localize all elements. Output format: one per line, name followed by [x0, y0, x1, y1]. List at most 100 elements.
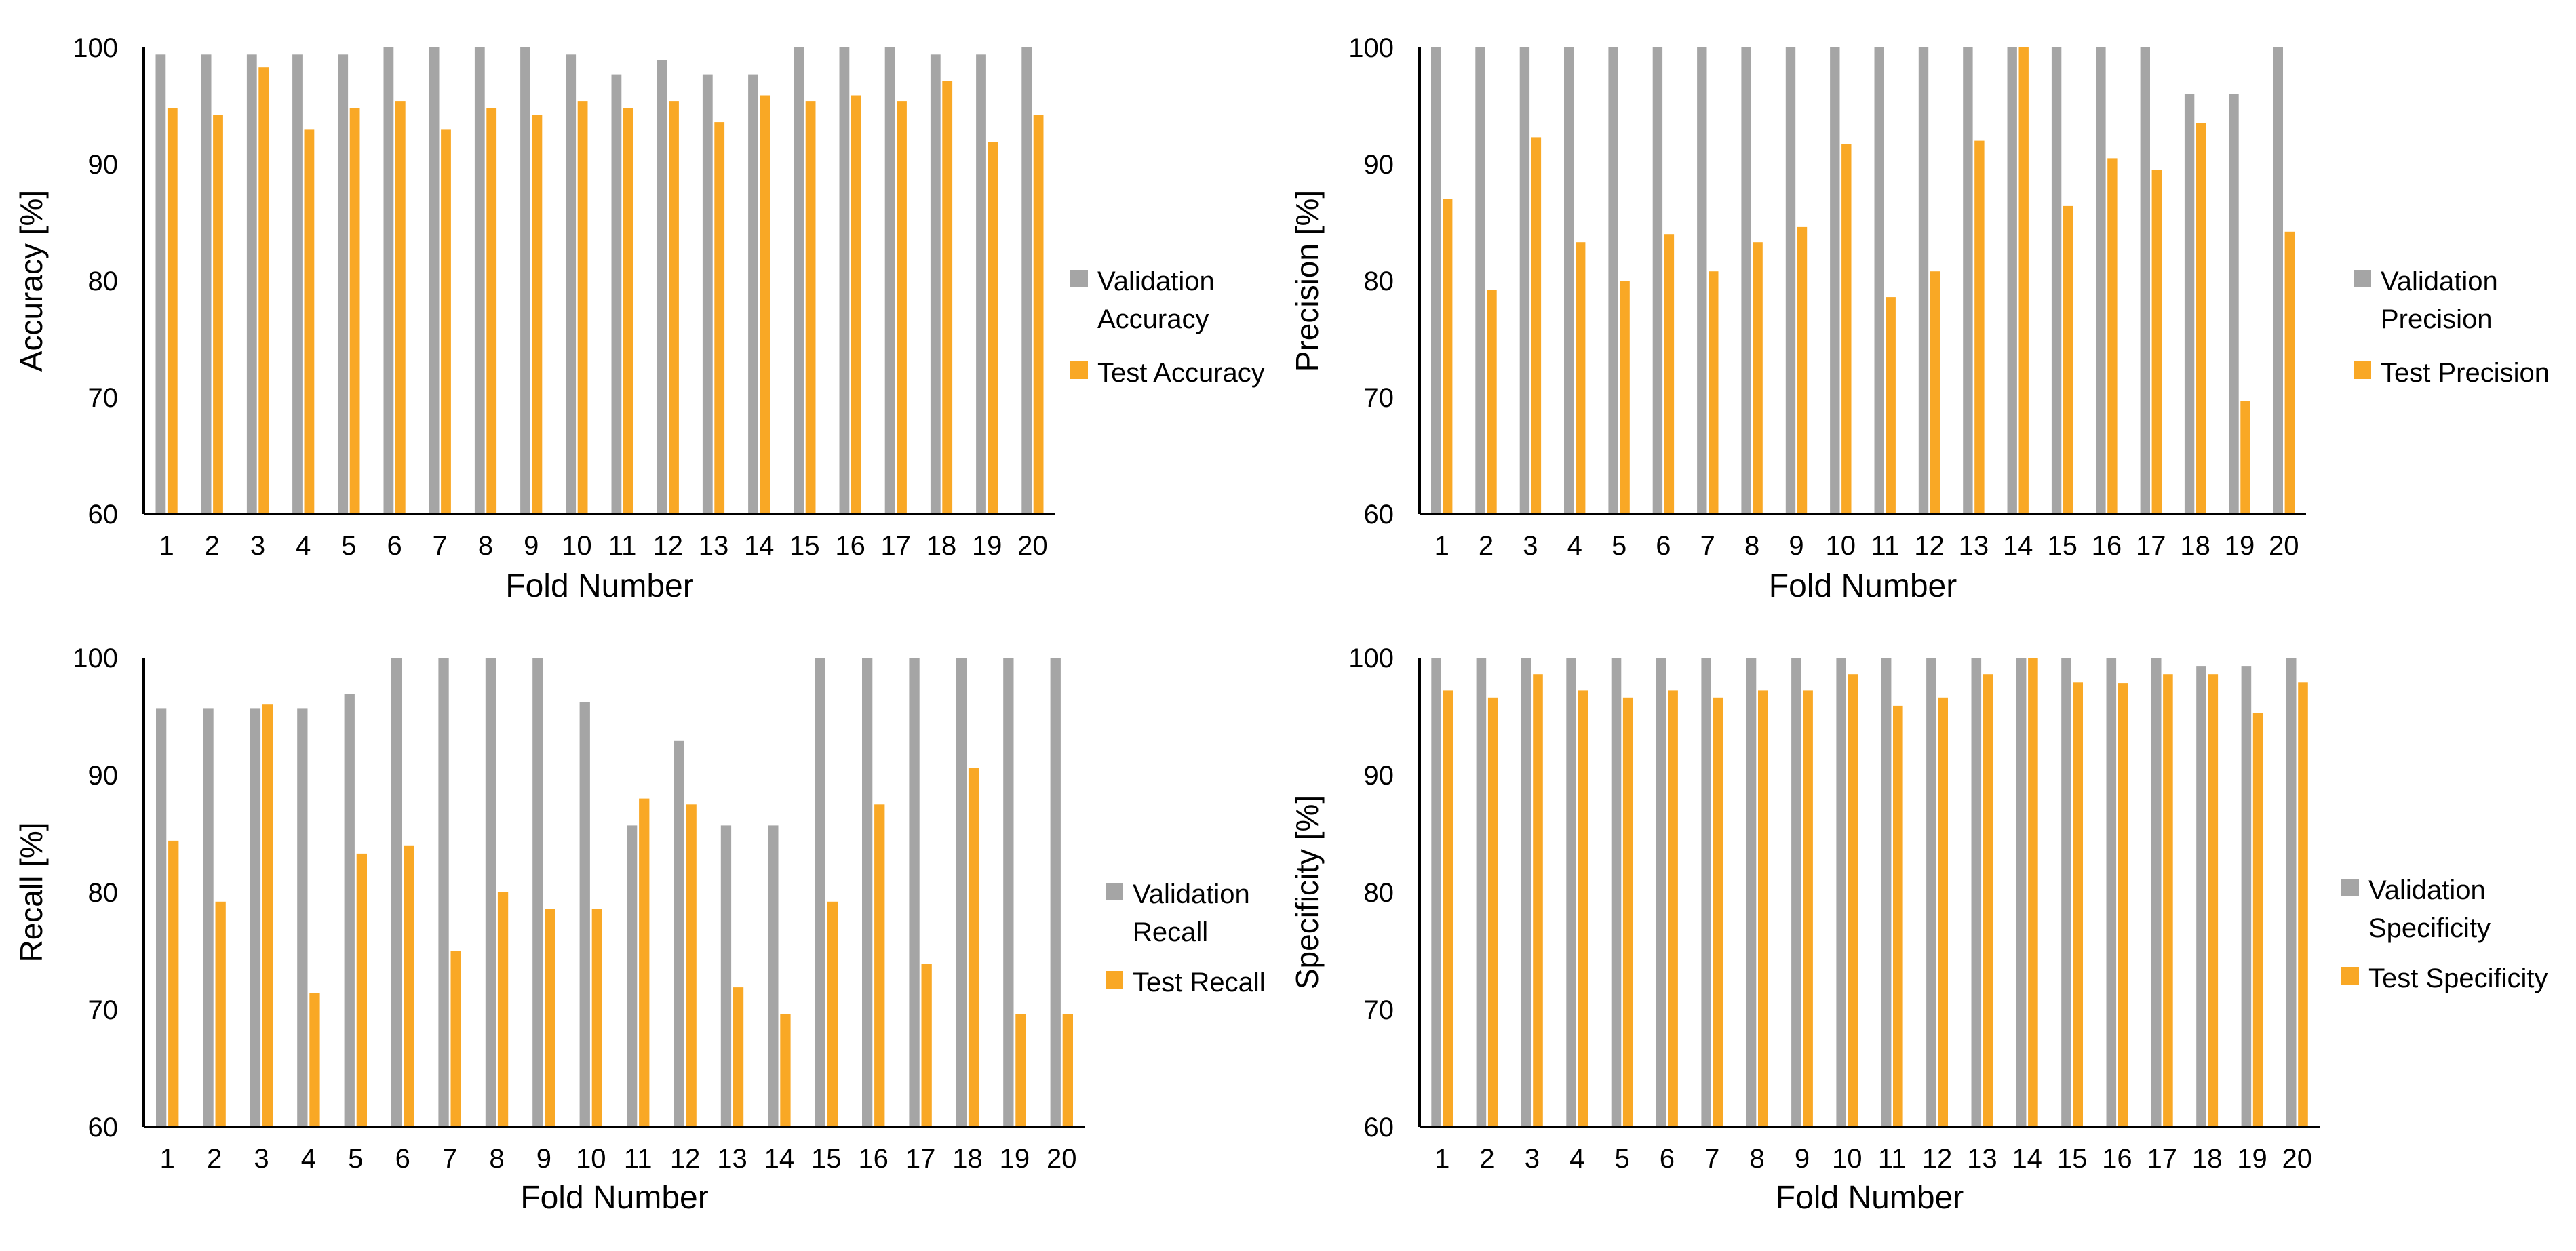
- validation-bar-fold-10: [566, 54, 577, 515]
- x-tick-label: 5: [341, 531, 356, 561]
- test-bar-fold-8: [486, 108, 497, 514]
- x-tick-label: 13: [1967, 1144, 1997, 1174]
- test-bar-fold-9: [532, 115, 543, 515]
- test-bar-fold-15: [805, 101, 816, 515]
- y-tick-label: 70: [1364, 995, 1394, 1025]
- validation-bar-fold-13: [1963, 47, 1973, 514]
- legend-label: Validation: [1133, 879, 1250, 909]
- validation-bar-fold-2: [203, 708, 214, 1127]
- x-tick-label: 5: [348, 1144, 363, 1174]
- chart-panel-1: 1 2 3 4 5 6 7 8 9 10 11 12 13 14 15 16 17 18 19 20607080901…: [14, 33, 1265, 604]
- x-tick-label: 15: [2057, 1144, 2088, 1174]
- test-bar-fold-6: [395, 101, 406, 515]
- test-bar-fold-7: [1709, 271, 1719, 514]
- x-tick-label: 16: [835, 531, 865, 561]
- validation-bar-fold-6: [391, 658, 402, 1127]
- validation-bar-fold-7: [1701, 658, 1711, 1127]
- chart-panel-2: 1 2 3 4 5 6 7 8 9 10 11 12 13 14 15 16 17 18 19 20607080901…: [1289, 33, 2550, 604]
- y-tick-label: 80: [88, 878, 119, 908]
- x-tick-label: 12: [670, 1144, 701, 1174]
- legend-label: Specificity: [2368, 913, 2491, 943]
- x-tick-label: 1: [159, 531, 174, 561]
- validation-legend-swatch: [1106, 883, 1123, 900]
- x-axis-label: Fold Number: [520, 1180, 708, 1216]
- test-bar-fold-10: [577, 101, 588, 515]
- x-tick-label: 7: [433, 531, 448, 561]
- legend-label: Test Recall: [1133, 968, 1266, 997]
- x-tick-label: 14: [2012, 1144, 2042, 1174]
- x-tick-label: 18: [2192, 1144, 2223, 1174]
- test-bar-fold-1: [1443, 199, 1453, 514]
- test-bar-fold-1: [167, 108, 178, 514]
- test-bar-fold-4: [309, 993, 320, 1127]
- x-tick-label: 2: [1479, 1144, 1494, 1174]
- y-tick-label: 100: [1348, 33, 1394, 63]
- x-tick-label: 13: [717, 1144, 747, 1174]
- legend-label: Validation: [1097, 266, 1215, 296]
- test-bar-fold-5: [1622, 697, 1633, 1127]
- validation-bar-fold-12: [1918, 47, 1929, 514]
- validation-bar-fold-4: [292, 54, 303, 515]
- y-tick-label: 90: [88, 150, 119, 180]
- validation-bar-fold-4: [297, 708, 308, 1127]
- validation-bar-fold-14: [2016, 658, 2027, 1127]
- validation-bar-fold-20: [1050, 658, 1061, 1127]
- test-legend-swatch: [2341, 967, 2359, 985]
- test-bar-fold-6: [1664, 234, 1675, 514]
- validation-bar-fold-20: [2273, 47, 2283, 514]
- y-tick-label: 60: [88, 500, 119, 530]
- validation-bar-fold-18: [956, 658, 967, 1127]
- x-tick-label: 1: [160, 1144, 175, 1174]
- x-tick-label: 17: [905, 1144, 936, 1174]
- validation-bar-fold-14: [2007, 47, 2017, 514]
- validation-bar-fold-14: [768, 825, 779, 1127]
- x-tick-label: 13: [699, 531, 729, 561]
- x-tick-label: 4: [1567, 531, 1582, 561]
- x-tick-label: 12: [1914, 531, 1945, 561]
- test-bar-fold-1: [1443, 690, 1453, 1127]
- test-bar-fold-12: [1938, 697, 1948, 1127]
- test-bar-fold-2: [215, 901, 226, 1127]
- test-bar-fold-17: [897, 101, 907, 515]
- x-axis-label: Fold Number: [1776, 1180, 1964, 1216]
- x-tick-label: 7: [442, 1144, 457, 1174]
- test-bar-fold-16: [874, 804, 885, 1128]
- x-tick-label: 4: [296, 531, 311, 561]
- x-tick-label: 18: [2180, 531, 2210, 561]
- x-tick-label: 20: [2269, 531, 2299, 561]
- validation-bar-fold-7: [1697, 47, 1707, 514]
- test-bar-fold-3: [1533, 674, 1543, 1127]
- y-tick-label: 100: [73, 33, 118, 63]
- validation-bar-fold-3: [246, 54, 257, 515]
- legend-label: Test Precision: [2381, 358, 2550, 388]
- x-tick-label: 1: [1435, 1144, 1449, 1174]
- validation-bar-fold-7: [438, 658, 449, 1127]
- validation-bar-fold-19: [2241, 666, 2252, 1127]
- test-bar-fold-3: [262, 704, 273, 1127]
- validation-bar-fold-12: [1926, 658, 1936, 1127]
- x-tick-label: 15: [2047, 531, 2077, 561]
- validation-bar-fold-16: [862, 658, 873, 1127]
- test-legend-swatch: [1070, 361, 1088, 379]
- validation-bar-fold-13: [720, 825, 732, 1127]
- validation-bar-fold-3: [1519, 47, 1530, 514]
- test-bar-fold-4: [1576, 242, 1586, 514]
- validation-legend-swatch: [2341, 879, 2359, 896]
- test-bar-fold-20: [2284, 231, 2295, 514]
- validation-bar-fold-1: [155, 54, 166, 515]
- x-tick-label: 10: [576, 1144, 606, 1174]
- x-tick-label: 19: [2237, 1144, 2267, 1174]
- test-bar-fold-14: [2028, 658, 2038, 1127]
- x-tick-label: 16: [858, 1144, 889, 1174]
- y-tick-label: 90: [1364, 150, 1394, 180]
- validation-bar-fold-17: [2151, 658, 2162, 1127]
- y-tick-label: 100: [73, 643, 118, 673]
- test-bar-fold-13: [714, 122, 725, 515]
- test-bar-fold-19: [988, 142, 998, 515]
- test-bar-fold-10: [1841, 144, 1852, 515]
- validation-bar-fold-19: [976, 54, 986, 515]
- validation-bar-fold-10: [1836, 658, 1846, 1127]
- test-bar-fold-14: [2018, 47, 2029, 514]
- test-bar-fold-4: [304, 129, 315, 514]
